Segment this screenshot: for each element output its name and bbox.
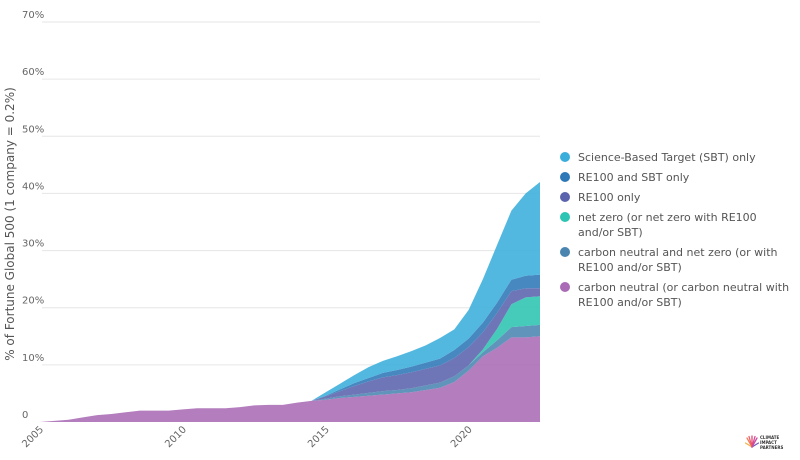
legend-marker [560,282,570,292]
legend-label: RE100 and SBT only [578,171,690,184]
stacked-areas [40,182,540,422]
legend-item: Science-Based Target (SBT) only [560,150,795,165]
area-series [40,336,540,422]
y-tick-label: 30% [22,239,44,250]
legend-label: Science-Based Target (SBT) only [578,151,756,164]
legend: Science-Based Target (SBT) only RE100 and… [560,150,795,315]
legend-item: carbon neutral and net zero (or with RE1… [560,245,795,275]
logo-line-3: PARTNERS [760,445,784,450]
y-tick-label: 20% [22,296,44,307]
area-series [40,182,540,422]
sunburst-logo-icon [745,435,759,448]
x-tick-label: 2010 [163,424,189,450]
climate-impact-partners-logo: CLIMATE IMPACT PARTNERS [745,433,790,453]
logo-text: CLIMATE IMPACT PARTNERS [760,435,783,450]
x-tick-label: 2020 [449,424,475,450]
logo-line-1: CLIMATE [760,435,780,440]
legend-marker [560,212,570,222]
legend-label: carbon neutral (or carbon neutral with R… [578,281,790,309]
y-tick-label: 0 [22,410,28,421]
y-tick-label: 40% [22,181,44,192]
y-tick-label: 10% [22,353,44,364]
legend-marker [560,172,570,182]
legend-marker [560,247,570,257]
y-axis-ticks: 0 10% 20% 30% 40% 50% 60% 70% [22,10,44,421]
legend-marker [560,152,570,162]
legend-item: net zero (or net zero with RE100 and/or … [560,210,795,240]
legend-label: carbon neutral and net zero (or with RE1… [578,246,778,274]
legend-item: RE100 only [560,190,795,205]
legend-label: RE100 only [578,191,641,204]
y-tick-label: 70% [22,10,44,21]
legend-item: RE100 and SBT only [560,170,795,185]
gridlines [42,21,540,366]
y-tick-label: 60% [22,67,44,78]
legend-label: net zero (or net zero with RE100 and/or … [578,211,757,239]
legend-item: carbon neutral (or carbon neutral with R… [560,280,795,310]
y-tick-label: 50% [22,124,44,135]
x-tick-label: 2005 [20,424,46,450]
x-tick-label: 2015 [306,424,332,450]
y-axis-label: % of Fortune Global 500 (1 company = 0.2… [3,87,17,361]
logo-line-2: IMPACT [760,440,777,445]
legend-marker [560,192,570,202]
x-axis-ticks: 2005 2010 2015 2020 [20,424,474,450]
